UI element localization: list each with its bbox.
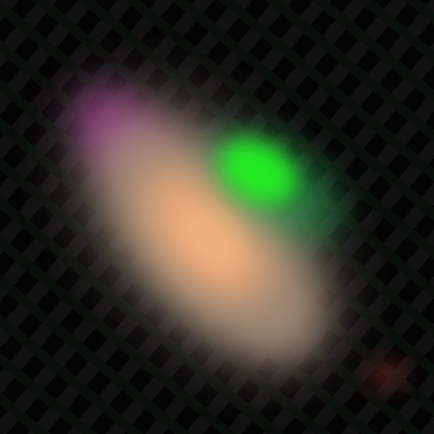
galaxy-nucleus <box>178 204 242 272</box>
red-speck <box>363 361 407 389</box>
galaxy-body <box>71 88 407 389</box>
green-blob <box>220 140 296 204</box>
